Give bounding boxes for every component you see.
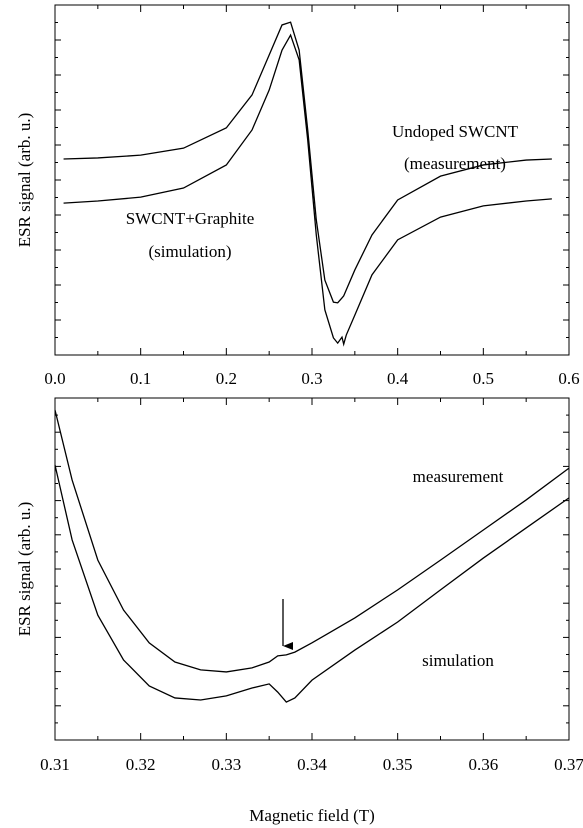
x-tick-label: 0.4 [387, 369, 409, 388]
y-axis-label: ESR signal (arb. u.) [15, 113, 34, 248]
x-tick-label: 0.34 [297, 755, 327, 774]
plot-frame [54, 397, 570, 741]
x-tick-label: 0.6 [558, 369, 579, 388]
annotation: (simulation) [148, 242, 231, 261]
series-label: simulation [422, 651, 494, 670]
series-label: measurement [413, 467, 504, 486]
x-tick-label: 0.0 [44, 369, 65, 388]
annotation: SWCNT+Graphite [126, 209, 255, 228]
x-tick-label: 0.1 [130, 369, 151, 388]
x-tick-label: 0.35 [383, 755, 413, 774]
y-axis-label: ESR signal (arb. u.) [15, 502, 34, 637]
x-tick-label: 0.3 [301, 369, 322, 388]
annotation: (measurement) [404, 154, 506, 173]
x-tick-label: 0.33 [211, 755, 241, 774]
series-line [54, 409, 570, 673]
x-tick-label: 0.31 [40, 755, 70, 774]
x-tick-label: 0.36 [468, 755, 498, 774]
series-line [63, 21, 552, 304]
series-line [54, 464, 570, 703]
x-axis-label: Magnetic field (T) [249, 806, 375, 825]
series-line [63, 33, 552, 347]
x-tick-label: 0.37 [554, 755, 583, 774]
x-tick-label: 0.32 [126, 755, 156, 774]
x-tick-label: 0.5 [473, 369, 494, 388]
x-tick-label: 0.2 [216, 369, 237, 388]
annotation: Undoped SWCNT [392, 122, 519, 141]
